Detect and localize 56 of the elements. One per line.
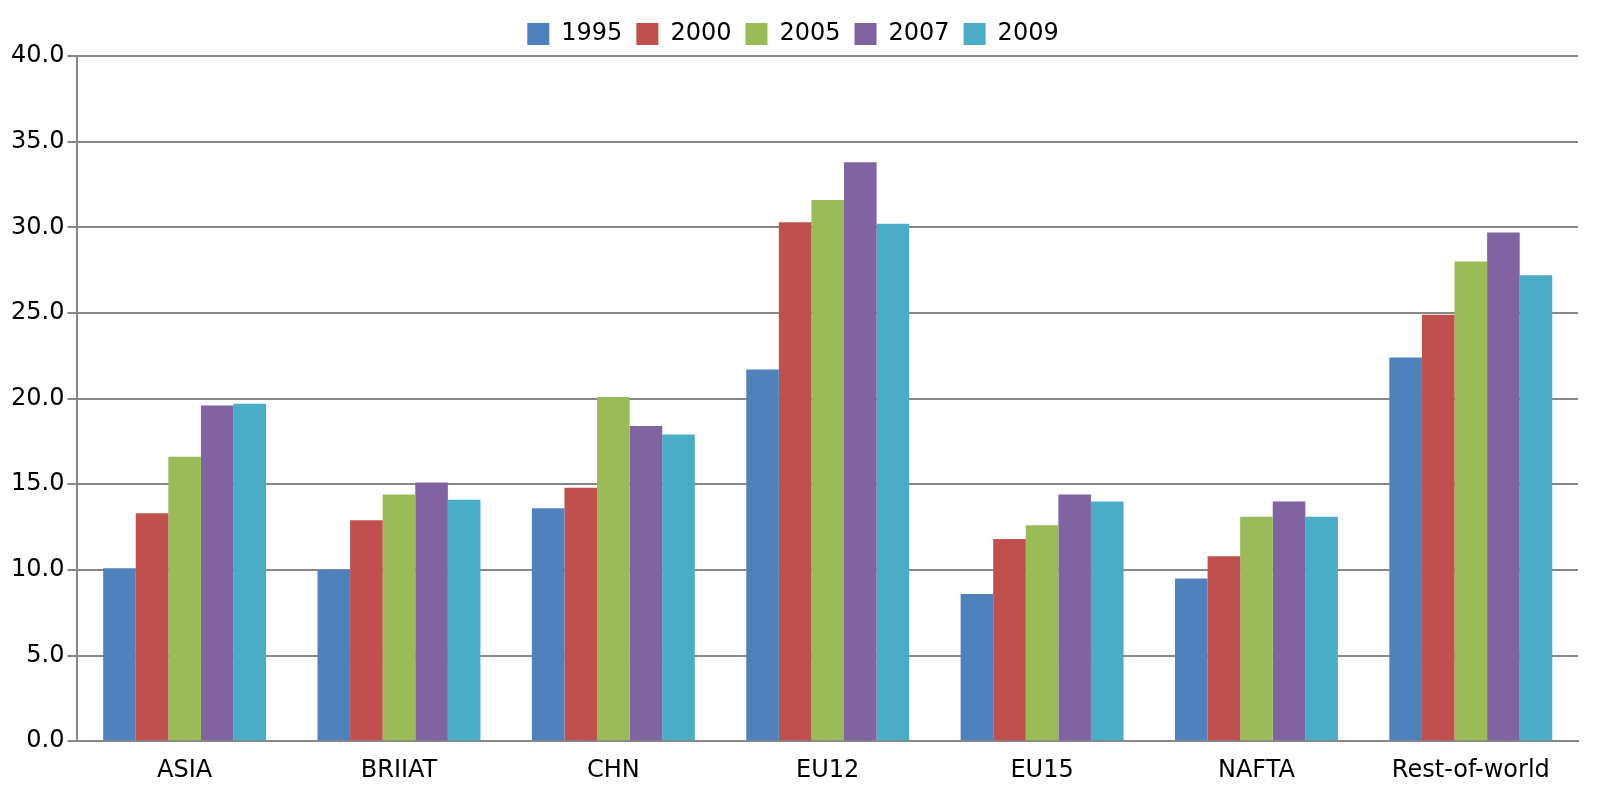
x-tick-label: EU12 (796, 754, 860, 783)
bar (1025, 525, 1059, 741)
legend-label: 2007 (888, 18, 950, 47)
y-tick-label: 0.0 (26, 725, 65, 754)
y-tick-label: 35.0 (11, 125, 65, 154)
x-tick-label: NAFTA (1217, 754, 1296, 783)
legend-label: 1995 (561, 18, 623, 47)
bar (447, 499, 481, 741)
y-tick-label: 20.0 (11, 382, 65, 411)
bar (1305, 516, 1338, 741)
bar (103, 568, 136, 741)
bar (233, 403, 267, 741)
bar (415, 482, 448, 741)
x-tick-label: ASIA (157, 754, 213, 783)
bar (135, 513, 169, 741)
y-tick-label: 5.0 (26, 639, 65, 668)
bar (1207, 556, 1241, 741)
bar (168, 456, 201, 741)
bar (1421, 314, 1455, 741)
y-tick-label: 30.0 (11, 211, 65, 240)
bar (876, 223, 910, 741)
bar (844, 162, 877, 741)
bar (1174, 578, 1208, 741)
bar (1519, 275, 1553, 741)
bar (1240, 516, 1273, 741)
bar (811, 199, 845, 741)
legend-label: 2009 (997, 18, 1059, 47)
bar (1487, 232, 1520, 741)
bar (200, 405, 234, 741)
bar (382, 494, 416, 741)
x-tick-label: CHN (586, 754, 640, 783)
y-tick-label: 15.0 (11, 468, 65, 497)
bar (531, 508, 565, 741)
bar (564, 487, 598, 741)
bar (317, 569, 351, 741)
bar (597, 396, 630, 741)
bar (662, 434, 695, 741)
bar (1272, 501, 1306, 741)
y-tick-label: 40.0 (11, 40, 65, 69)
bar (629, 426, 663, 741)
x-tick-label: EU15 (1010, 754, 1074, 783)
legend-label: 2000 (670, 18, 732, 47)
bar (1090, 501, 1124, 741)
y-tick-label: 10.0 (11, 554, 65, 583)
bar (350, 520, 383, 741)
bar (746, 369, 779, 741)
y-tick-label: 25.0 (11, 297, 65, 326)
x-tick-label: BRIIAT (360, 754, 438, 783)
legend-label: 2005 (779, 18, 841, 47)
bar (1389, 357, 1422, 741)
bar (1454, 261, 1488, 741)
bar (1058, 494, 1091, 741)
bar (778, 222, 812, 741)
x-tick-label: Rest-of-world (1391, 754, 1550, 783)
bar (960, 593, 994, 741)
bar (993, 539, 1026, 741)
